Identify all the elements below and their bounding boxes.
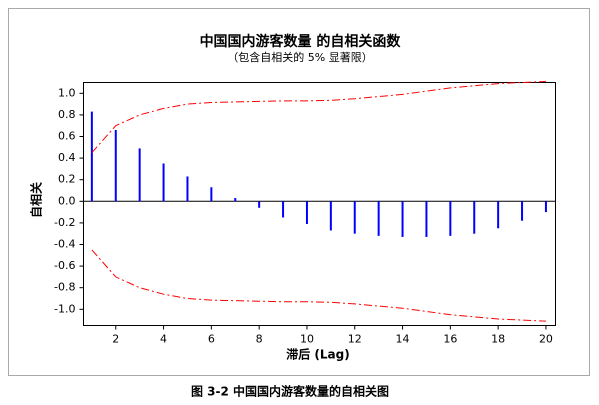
y-tick-label: 0.0 xyxy=(58,194,76,207)
y-tick-label: 0.6 xyxy=(58,130,76,143)
x-axis-label: 滞后 (Lag) xyxy=(286,347,349,362)
x-tick-label: 14 xyxy=(396,333,410,346)
y-tick-label: -0.6 xyxy=(54,259,75,272)
y-tick-label: 0.2 xyxy=(58,173,76,186)
x-tick-label: 10 xyxy=(300,333,314,346)
y-axis-label: 自相关 xyxy=(29,182,44,218)
x-tick-label: 6 xyxy=(208,333,215,346)
plot-area xyxy=(83,82,556,326)
chart-subtitle: （包含自相关的 5% 显著限） xyxy=(227,50,372,64)
x-tick-label: 18 xyxy=(491,333,505,346)
significance-limit xyxy=(91,249,546,322)
significance-limit xyxy=(91,80,546,154)
chart-title: 中国国内游客数量 的自相关函数 xyxy=(200,33,402,50)
y-tick-label: 0.8 xyxy=(58,108,76,121)
caption: 图 3-2 中国国内游客数量的自相关图 xyxy=(191,384,389,399)
x-tick-label: 16 xyxy=(443,333,457,346)
x-tick-label: 4 xyxy=(160,333,167,346)
x-tick-label: 8 xyxy=(256,333,263,346)
y-tick-label: 0.4 xyxy=(58,151,76,164)
y-tick-label: 1.0 xyxy=(58,86,76,99)
x-tick-label: 2 xyxy=(112,333,119,346)
y-tick-label: -1.0 xyxy=(54,302,75,315)
y-tick-label: -0.2 xyxy=(54,216,75,229)
x-tick-label: 12 xyxy=(348,333,362,346)
x-tick-label: 20 xyxy=(539,333,553,346)
y-tick-label: -0.4 xyxy=(54,238,75,251)
y-tick-label: -0.8 xyxy=(54,281,75,294)
